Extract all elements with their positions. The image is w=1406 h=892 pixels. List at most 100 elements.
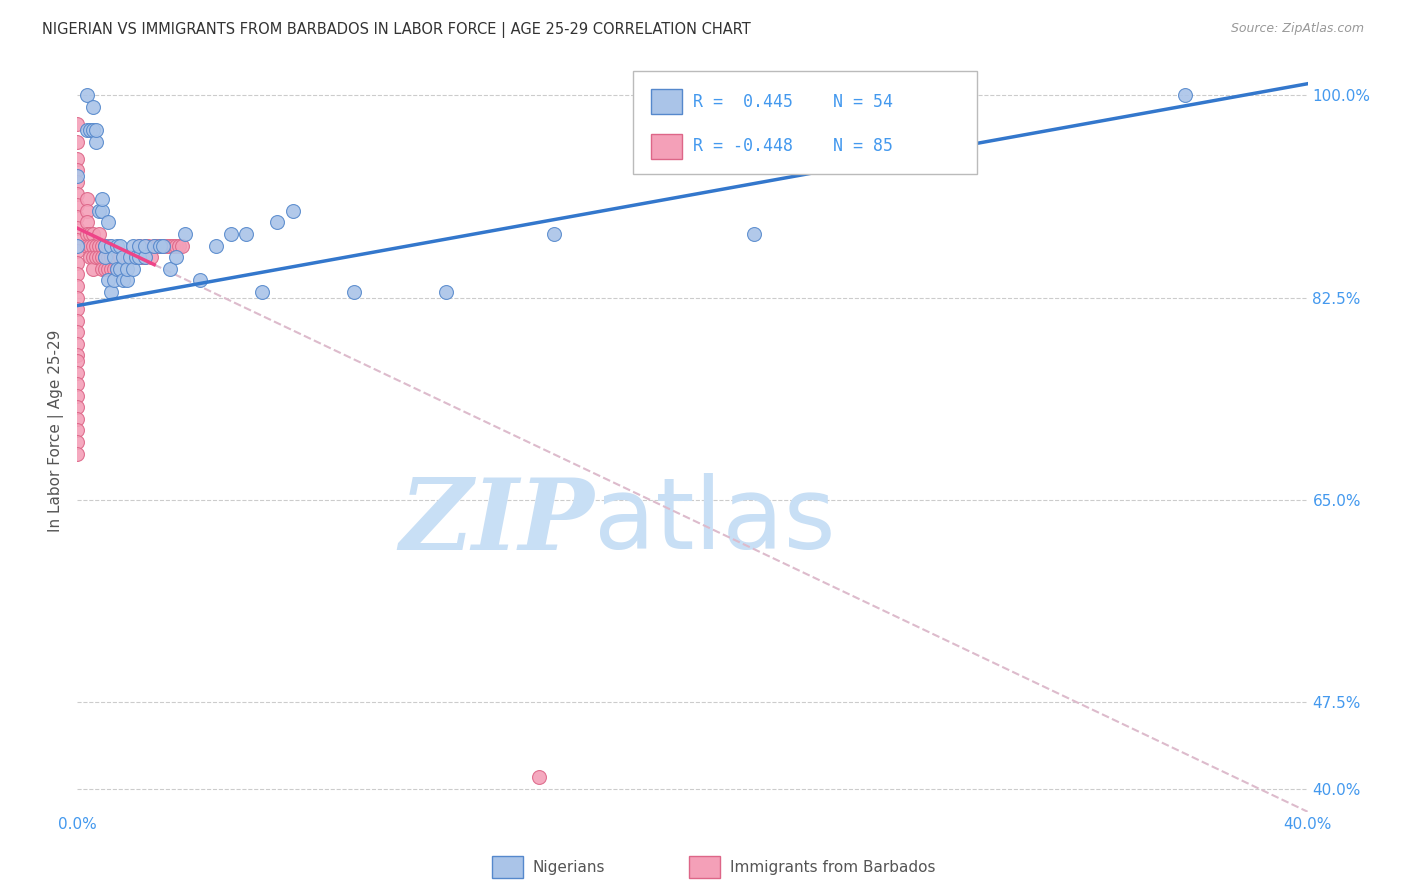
Point <box>94 238 117 252</box>
Point <box>149 238 172 252</box>
Point <box>66 377 89 392</box>
Point <box>97 250 120 264</box>
Text: Nigerians: Nigerians <box>533 860 606 874</box>
Point <box>94 261 117 276</box>
Point <box>90 250 114 264</box>
Point <box>76 215 98 229</box>
Point <box>66 221 89 235</box>
Point <box>281 203 304 218</box>
Point <box>97 273 120 287</box>
Point <box>152 238 174 252</box>
Point <box>94 250 117 264</box>
Point <box>84 238 107 252</box>
Point <box>84 250 107 264</box>
Point <box>66 279 89 293</box>
Point <box>112 250 135 264</box>
Point <box>87 227 110 241</box>
Point <box>79 238 101 252</box>
Point <box>87 203 110 218</box>
Point <box>66 348 89 362</box>
Point <box>159 238 181 252</box>
Point <box>100 238 122 252</box>
Point <box>66 210 89 224</box>
Text: Immigrants from Barbados: Immigrants from Barbados <box>730 860 935 874</box>
Point <box>219 227 242 241</box>
Point <box>162 238 184 252</box>
Point <box>76 238 98 252</box>
Point <box>105 261 128 276</box>
Point <box>188 273 212 287</box>
Point <box>134 238 156 252</box>
Point <box>87 250 110 264</box>
Text: Source: ZipAtlas.com: Source: ZipAtlas.com <box>1230 22 1364 36</box>
Point <box>66 313 89 327</box>
Point <box>103 250 125 264</box>
Point <box>82 250 104 264</box>
Point <box>543 227 565 241</box>
Point <box>66 434 89 449</box>
Point <box>66 268 89 282</box>
Point <box>66 366 89 380</box>
Point <box>141 250 163 264</box>
Point <box>100 285 122 299</box>
Point <box>66 424 89 438</box>
Point <box>100 250 122 264</box>
Point <box>82 100 104 114</box>
Point <box>82 261 104 276</box>
Point <box>134 250 156 264</box>
Point <box>128 238 150 252</box>
Point <box>266 215 288 229</box>
Point <box>97 261 120 276</box>
Point <box>128 250 150 264</box>
Point <box>204 238 226 252</box>
Point <box>121 238 143 252</box>
Point <box>66 446 89 460</box>
Point <box>66 301 89 316</box>
Point <box>66 238 89 252</box>
Point <box>110 261 132 276</box>
Point <box>66 291 89 305</box>
Point <box>134 250 156 264</box>
Point <box>94 238 117 252</box>
Point <box>152 238 174 252</box>
Point <box>76 227 98 241</box>
Point <box>90 203 114 218</box>
Point <box>82 227 104 241</box>
Point <box>66 186 89 201</box>
Point <box>90 192 114 206</box>
Point <box>87 238 110 252</box>
Text: R =  0.445    N = 54: R = 0.445 N = 54 <box>693 93 893 111</box>
Point <box>66 325 89 339</box>
Point <box>66 389 89 403</box>
Point <box>118 250 141 264</box>
Point <box>436 285 458 299</box>
Point <box>66 256 89 270</box>
Point <box>66 336 89 351</box>
Point <box>66 233 89 247</box>
Point <box>136 238 159 252</box>
Point <box>105 261 128 276</box>
Point <box>97 238 120 252</box>
Point <box>159 261 181 276</box>
Point <box>110 238 132 252</box>
Point <box>250 285 273 299</box>
Y-axis label: In Labor Force | Age 25-29: In Labor Force | Age 25-29 <box>48 329 65 532</box>
Point <box>76 123 98 137</box>
Point <box>143 238 166 252</box>
Point <box>170 238 193 252</box>
Point <box>118 250 141 264</box>
Point <box>94 250 117 264</box>
Point <box>76 88 98 103</box>
Point <box>76 192 98 206</box>
Point <box>343 285 366 299</box>
Text: atlas: atlas <box>595 474 835 570</box>
Point <box>66 163 89 178</box>
Point <box>125 250 148 264</box>
Point <box>121 261 143 276</box>
Point <box>66 244 89 259</box>
Point <box>66 117 89 131</box>
Point <box>146 238 169 252</box>
Point <box>128 250 150 264</box>
Point <box>66 152 89 166</box>
Point <box>90 238 114 252</box>
